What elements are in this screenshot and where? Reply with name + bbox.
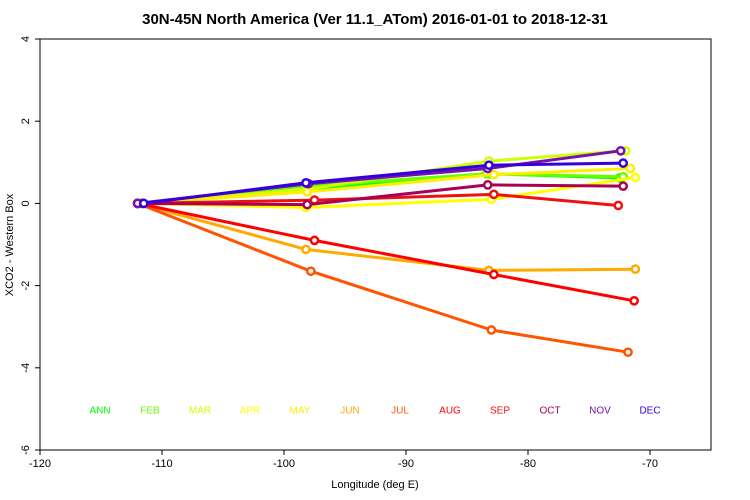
legend-item-may: MAY xyxy=(290,406,311,417)
y-tick-label: 2 xyxy=(20,118,32,124)
x-tick-label: -100 xyxy=(273,458,295,470)
series-line-jul xyxy=(137,202,629,354)
x-axis-label: Longitude (deg E) xyxy=(331,479,418,491)
legend-item-oct: OCT xyxy=(539,406,560,417)
data-point-aug xyxy=(309,235,320,246)
legend-item-mar: MAR xyxy=(189,406,211,417)
data-point-oct xyxy=(482,180,493,190)
data-point-may xyxy=(625,163,636,174)
data-point-oct xyxy=(618,181,629,191)
series-line-aug xyxy=(137,201,635,303)
data-point-may xyxy=(488,169,499,180)
data-point-jul xyxy=(305,266,316,277)
data-point-apr xyxy=(630,172,641,183)
legend-item-aug: AUG xyxy=(439,406,461,417)
legend-item-feb: FEB xyxy=(140,406,160,417)
data-point-aug xyxy=(629,295,639,306)
data-point-dec xyxy=(138,198,149,209)
series-line-may xyxy=(137,167,631,205)
x-tick-label: -80 xyxy=(520,458,536,470)
plot-frame xyxy=(39,38,712,451)
y-tick-label: -6 xyxy=(20,445,32,455)
legend-item-nov: NOV xyxy=(589,406,611,417)
chart-title: 30N-45N North America (Ver 11.1_ATom) 20… xyxy=(142,11,608,28)
data-point-aug xyxy=(488,269,499,280)
series-dec xyxy=(138,158,629,209)
data-point-dec xyxy=(618,158,629,168)
series-line-oct xyxy=(137,183,624,207)
data-point-jun xyxy=(301,244,311,255)
legend-item-jun: JUN xyxy=(340,406,359,417)
data-point-nov xyxy=(615,145,626,156)
legend-item-jul: JUL xyxy=(391,406,409,417)
x-tick-label: -120 xyxy=(29,458,51,470)
data-point-jul xyxy=(486,325,497,335)
series-line-sep xyxy=(142,192,619,207)
legend-item-dec: DEC xyxy=(639,406,660,417)
data-point-may xyxy=(302,187,313,197)
legend-item-ann: ANN xyxy=(89,406,110,417)
y-tick-label: 4 xyxy=(20,36,32,42)
x-axis: -120 -110 -100 -90 -80 -70 xyxy=(29,450,658,470)
data-point-sep xyxy=(488,189,499,200)
x-tick-label: -70 xyxy=(642,458,658,470)
y-tick-label: -4 xyxy=(20,363,32,373)
data-point-jul xyxy=(623,347,633,358)
series-line-jun xyxy=(137,201,636,272)
y-tick-label: -2 xyxy=(20,281,32,291)
y-axis-label: XCO2 - Western Box xyxy=(4,193,16,296)
series-line-dec xyxy=(143,161,624,205)
legend: ANN FEB MAR APR MAY JUN JUL AUG SEP OCT NOV DEC xyxy=(89,406,660,417)
legend-item-apr: APR xyxy=(240,406,261,417)
x-tick-label: -110 xyxy=(151,458,172,470)
data-point-dec xyxy=(484,160,494,171)
series-jun xyxy=(132,198,641,276)
series-layer xyxy=(132,145,641,358)
x-tick-label: -90 xyxy=(398,458,414,470)
data-point-jun xyxy=(630,264,641,275)
data-point-dec xyxy=(301,178,311,188)
series-aug xyxy=(132,198,639,306)
series-may xyxy=(132,163,636,209)
data-point-oct xyxy=(302,199,313,210)
legend-item-sep: SEP xyxy=(490,406,510,417)
y-axis: -6 -4 -2 0 2 4 xyxy=(20,36,40,455)
data-point-sep xyxy=(613,200,624,211)
y-tick-label: 0 xyxy=(20,200,32,206)
